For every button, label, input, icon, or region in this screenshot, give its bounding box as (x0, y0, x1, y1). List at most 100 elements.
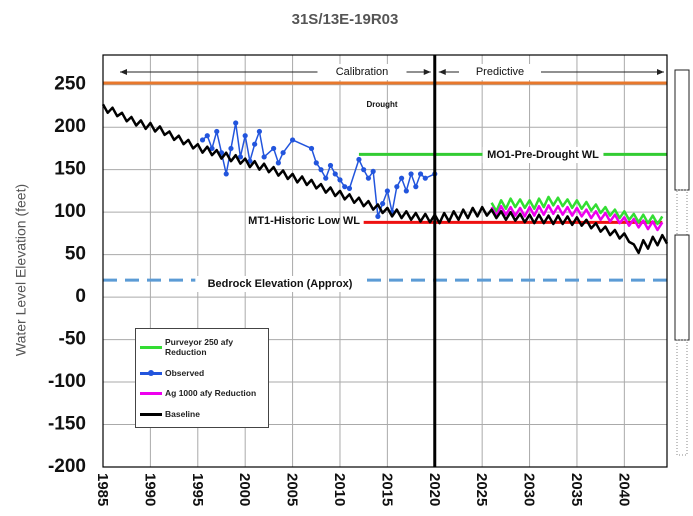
legend-entry: Purveyor 250 afy Reduction (140, 337, 264, 357)
data-point (375, 213, 381, 220)
reference-label: Bedrock Elevation (Approx) (208, 278, 353, 290)
period-label: Predictive (476, 66, 524, 78)
y-tick-label: -150 (48, 414, 86, 435)
data-point (380, 201, 386, 207)
side-hatch (676, 189, 688, 236)
data-point (384, 188, 390, 194)
data-point (332, 171, 338, 177)
data-point (204, 133, 210, 139)
data-point (408, 171, 414, 177)
data-point (370, 168, 376, 174)
x-tick-label: 1995 (189, 473, 206, 506)
y-tick-label: 50 (65, 244, 86, 265)
data-point (228, 145, 234, 152)
data-point (365, 175, 372, 181)
arrow-head (423, 69, 431, 75)
y-tick-label: -100 (48, 371, 86, 392)
data-point (214, 128, 220, 135)
label-background (482, 147, 604, 163)
legend-label: Ag 1000 afy Reduction (165, 388, 257, 399)
data-point (313, 160, 319, 166)
series-line (490, 195, 664, 226)
y-tick-label: 250 (54, 74, 86, 95)
data-point (394, 184, 400, 190)
arrow-head (438, 69, 446, 75)
arrow-head (657, 69, 664, 75)
data-point (209, 145, 215, 152)
data-point (323, 175, 329, 181)
x-tick-label: 2040 (615, 473, 632, 506)
data-point (398, 175, 405, 181)
x-tick-label: 2030 (521, 473, 538, 506)
data-point (237, 154, 244, 160)
data-point (252, 141, 258, 147)
legend-label: Purveyor 250 afy Reduction (165, 337, 234, 358)
data-point (271, 145, 277, 152)
data-point (289, 137, 296, 143)
data-point (261, 154, 267, 160)
data-point (223, 171, 229, 177)
legend-entry: Baseline (140, 409, 264, 419)
period-label: Calibration (336, 66, 389, 78)
y-axis-label: Water Level Elevation (feet) (13, 184, 29, 356)
reference-label: MT1-Historic Low WL (248, 215, 360, 227)
data-point (275, 160, 281, 166)
x-tick-label: 2010 (331, 473, 348, 506)
data-point (256, 128, 263, 135)
plot-frame (102, 54, 668, 468)
y-tick-label: 0 (75, 286, 86, 307)
x-tick-label: 2035 (568, 473, 585, 506)
y-tick-label: 100 (54, 201, 86, 222)
legend: Purveyor 250 afy Reduction Observed Ag 100… (135, 328, 269, 428)
legend-entry: Observed (140, 368, 264, 378)
x-tick-label: 2020 (426, 473, 443, 506)
label-background (317, 64, 407, 80)
legend-entry: Ag 1000 afy Reduction (140, 388, 264, 398)
data-point (356, 156, 362, 163)
data-point (403, 188, 409, 194)
data-point (199, 137, 206, 143)
series-line (101, 103, 669, 255)
data-point (346, 185, 353, 191)
reference-label: MO1-Pre-Drought WL (487, 149, 599, 161)
data-point (327, 162, 334, 169)
arrow-head (120, 69, 127, 75)
legend-swatch (140, 389, 162, 397)
reference-label: Drought (366, 100, 397, 109)
data-point (417, 171, 424, 177)
data-point (422, 175, 428, 181)
y-tick-label: -50 (59, 329, 86, 350)
x-tick-label: 2005 (284, 473, 301, 506)
legend-swatch (140, 369, 162, 377)
legend-label: Baseline (165, 408, 200, 419)
data-point (361, 167, 367, 173)
x-tick-label: 2000 (236, 473, 253, 506)
y-tick-label: -200 (48, 456, 86, 477)
data-point (242, 133, 248, 139)
y-tick-label: 150 (54, 159, 86, 180)
side-box (674, 69, 690, 191)
x-tick-label: 1990 (141, 473, 158, 506)
chart-title: 31S/13E-19R03 (292, 11, 399, 28)
x-tick-label: 1985 (94, 473, 111, 506)
data-point (318, 167, 324, 173)
side-hatch (676, 339, 688, 456)
data-point (337, 177, 343, 183)
legend-swatch (140, 410, 162, 418)
data-point (308, 145, 315, 152)
data-point (342, 184, 348, 190)
data-point (280, 150, 286, 156)
data-point (413, 184, 419, 190)
label-background (459, 64, 541, 80)
side-box (674, 234, 690, 341)
label-background (195, 276, 365, 292)
x-tick-label: 2025 (473, 473, 490, 506)
data-point (233, 120, 239, 126)
y-tick-label: 200 (54, 116, 86, 137)
series-line (490, 204, 664, 232)
legend-swatch (140, 343, 162, 351)
x-tick-label: 2015 (378, 473, 395, 506)
legend-label: Observed (165, 367, 205, 378)
